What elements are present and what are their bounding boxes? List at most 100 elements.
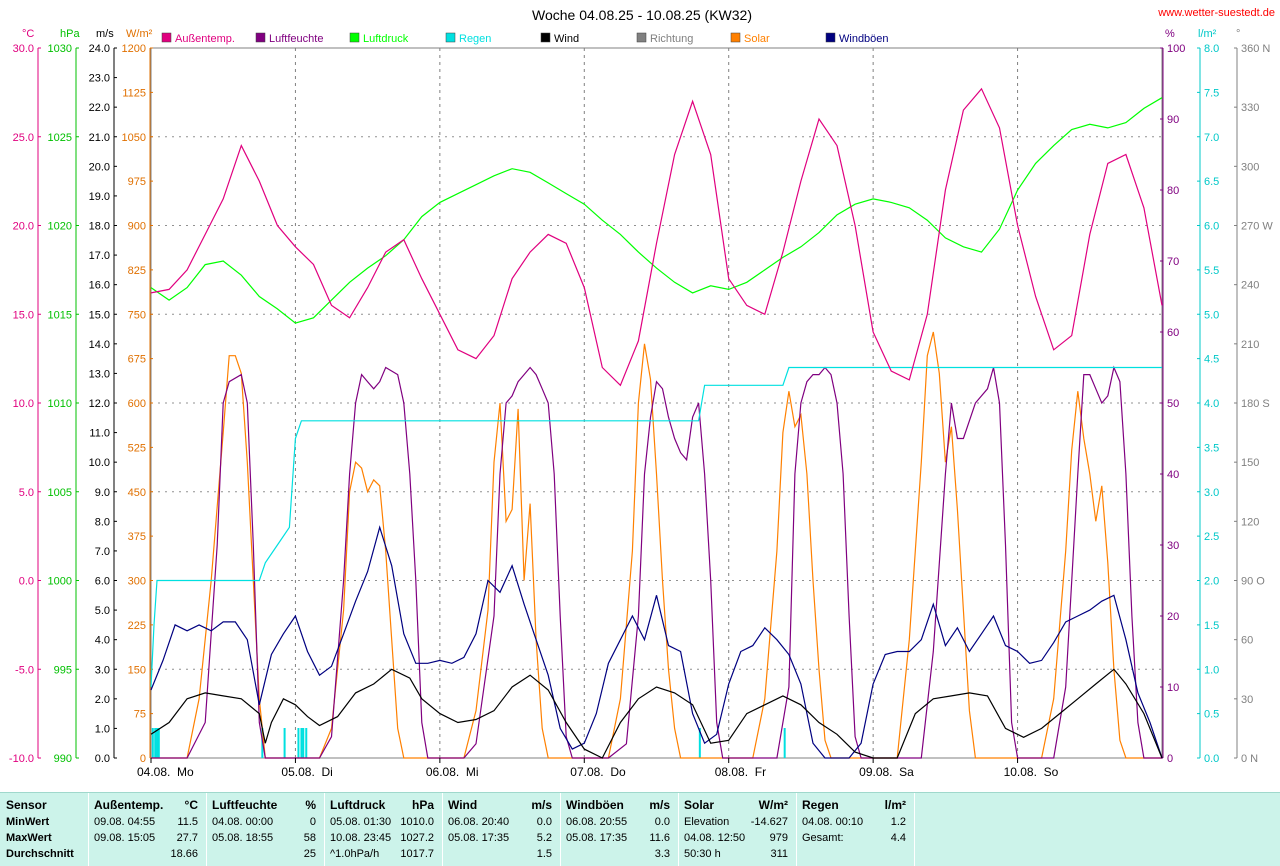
tick-label-dir: 180 S (1241, 398, 1270, 410)
stats-row: ^1.0hPa/h 1017.7 (324, 848, 442, 864)
axis-unit-press: hPa (60, 28, 80, 40)
stats-row-value: 11.6 (649, 832, 670, 844)
tick-label-wind: 4.0 (95, 635, 110, 647)
series-group (150, 87, 1163, 759)
tick-label-solar: 525 (128, 442, 146, 454)
axes: °C 30.0 25.0 20.0 15.0 10.0 5.0 0.0 -5.0 -10.0 hPa… (9, 28, 1273, 765)
stats-header: Außentemp. °C (88, 798, 206, 814)
axis-unit-rain: l/m² (1198, 28, 1217, 40)
stats-row: 06.08. 20:55 0.0 (560, 816, 678, 832)
stats-row-time: 05.08. 17:35 (566, 832, 628, 844)
tick-label-humid: 100 (1167, 43, 1185, 55)
stats-row-value: 58 (303, 832, 316, 844)
tick-label-solar: 150 (128, 664, 146, 676)
stats-row-time: 10.08. 23:45 (330, 832, 392, 844)
stats-row-label: MaxWert (6, 832, 52, 844)
stats-row: 04.08. 00:10 1.2 (796, 816, 914, 832)
stats-row: 3.3 (560, 848, 678, 864)
tick-label-rain: 0.5 (1204, 709, 1219, 721)
stats-row-value: 5.2 (536, 832, 552, 844)
tick-label-humid: 80 (1167, 185, 1179, 197)
tick-label-rain: 2.5 (1204, 531, 1219, 543)
legend-label: Luftdruck (363, 33, 409, 45)
tick-label-temp: 25.0 (13, 132, 34, 144)
tick-label-rain: 8.0 (1204, 43, 1219, 55)
tick-label-temp: 10.0 (13, 398, 34, 410)
stats-section: Sensor MinWert MaxWert Durchschnitt (0, 793, 89, 866)
tick-label-humid: 10 (1167, 682, 1179, 694)
tick-label-humid: 40 (1167, 469, 1179, 481)
tick-label-wind: 13.0 (89, 368, 110, 380)
stats-row-time: 06.08. 20:40 (448, 816, 510, 828)
tick-label-wind: 18.0 (89, 221, 110, 233)
stats-section: Solar W/m² Elevation -14.627 04.08. 12:50 979… (678, 793, 797, 866)
stats-row-time: 04.08. 00:10 (802, 816, 864, 828)
stats-section: Windböen m/s 06.08. 20:55 0.0 05.08. 17:35 11… (560, 793, 679, 866)
stats-row-value: 1010.0 (400, 816, 434, 828)
stats-header: Regen l/m² (796, 798, 914, 814)
stats-row-label: MinWert (6, 816, 50, 828)
series-line (150, 525, 1163, 759)
stats-row-value: 27.7 (176, 832, 198, 844)
day-label: 09.08. Sa (859, 765, 914, 779)
stats-row: 09.08. 04:55 11.5 (88, 816, 206, 832)
day-label: 04.08. Mo (137, 765, 194, 779)
tick-label-solar: 825 (128, 265, 146, 277)
tick-label-wind: 14.0 (89, 339, 110, 351)
axis-unit-temp: °C (22, 28, 34, 40)
tick-label-wind: 20.0 (89, 161, 110, 173)
website-label: www.wetter-suestedt.de (1157, 7, 1275, 19)
tick-label-press: 1000 (48, 576, 72, 588)
tick-label-press: 1020 (48, 221, 72, 233)
tick-label-press: 1015 (48, 309, 72, 321)
stats-header: Sensor (0, 798, 88, 814)
tick-label-dir: 240 (1241, 280, 1259, 292)
stats-unit: % (305, 798, 316, 812)
tick-label-wind: 2.0 (95, 694, 110, 706)
stats-row-value: 0.0 (536, 816, 552, 828)
legend-label: Windböen (839, 33, 889, 45)
stats-row: Elevation -14.627 (678, 816, 796, 832)
stats-title: Luftdruck (330, 798, 386, 812)
stats-row: 05.08. 17:35 5.2 (442, 832, 560, 848)
axis-unit-wind: m/s (96, 28, 114, 40)
tick-label-rain: 7.5 (1204, 87, 1219, 99)
tick-label-wind: 7.0 (95, 546, 110, 558)
stats-section: Wind m/s 06.08. 20:40 0.0 05.08. 17:35 5.2 1.5 (442, 793, 561, 866)
tick-label-dir: 60 (1241, 635, 1253, 647)
stats-row: 04.08. 00:00 0 (206, 816, 324, 832)
tick-label-press: 1025 (48, 132, 72, 144)
stats-title: Wind (448, 798, 478, 812)
tick-label-press: 1030 (48, 43, 72, 55)
tick-label-rain: 1.0 (1204, 664, 1219, 676)
legend-swatch (636, 32, 647, 43)
stats-title: Solar (684, 798, 715, 812)
tick-label-solar: 300 (128, 576, 146, 588)
stats-row: Durchschnitt (0, 848, 88, 864)
legend-swatch (349, 32, 360, 43)
stats-unit: l/m² (884, 798, 906, 812)
tick-label-humid: 90 (1167, 114, 1179, 126)
tick-label-humid: 70 (1167, 256, 1179, 268)
axis-unit-dir: ° (1236, 28, 1240, 40)
legend: Außentemp. Luftfeuchte Luftdruck Regen Wind R… (161, 32, 889, 45)
stats-title: Außentemp. (94, 798, 164, 812)
stats-row-time: 05.08. 18:55 (212, 832, 274, 844)
stats-row-value: 979 (769, 832, 788, 844)
tick-label-humid: 30 (1167, 540, 1179, 552)
tick-label-rain: 5.5 (1204, 265, 1219, 277)
stats-row: MinWert (0, 816, 88, 832)
tick-label-wind: 0.0 (95, 753, 110, 765)
tick-label-wind: 19.0 (89, 191, 110, 203)
tick-label-solar: 0 (140, 753, 146, 765)
stats-row-value: 1.5 (536, 848, 552, 860)
stats-row: Gesamt: 4.4 (796, 832, 914, 848)
stats-row-value: 1017.7 (400, 848, 434, 860)
series-line (150, 366, 1162, 688)
stats-row-time: 04.08. 00:00 (212, 816, 274, 828)
tick-label-press: 1005 (48, 487, 72, 499)
tick-label-solar: 1050 (122, 132, 146, 144)
tick-label-dir: 210 (1241, 339, 1259, 351)
stats-row-time: Gesamt: (802, 832, 844, 844)
tick-label-temp: 0.0 (19, 576, 34, 588)
